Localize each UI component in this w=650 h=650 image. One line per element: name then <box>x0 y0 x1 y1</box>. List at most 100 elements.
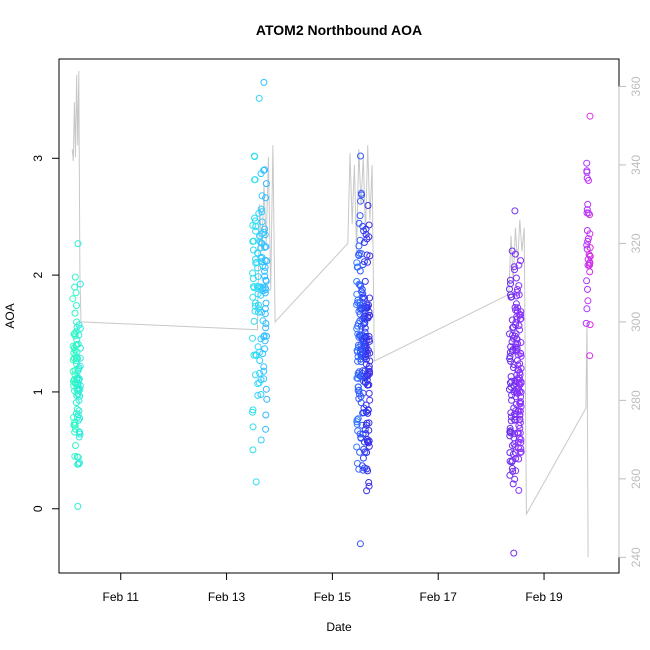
data-point-2-210 <box>353 278 361 285</box>
data-point-1-80 <box>251 307 259 315</box>
data-point-2-107 <box>356 212 364 220</box>
data-point-3-161 <box>515 376 523 384</box>
data-point-2-22 <box>361 277 369 285</box>
x-tick-label-1: Feb 13 <box>208 590 246 604</box>
data-point-1-42 <box>249 221 257 229</box>
data-point-3-73 <box>506 457 514 465</box>
data-point-4-3 <box>584 297 592 305</box>
y2-tick-label-0: 240 <box>629 547 643 567</box>
axes-layer: Feb 11 Feb 13 Feb 15 Feb 17 Feb 19 0 1 2 3 240 260… <box>31 76 643 604</box>
data-point-3-141 <box>507 413 515 421</box>
data-point-2-31 <box>364 409 372 417</box>
data-point-2-156 <box>364 202 372 209</box>
data-point-2-171 <box>364 381 372 389</box>
y-tick-label-0: 0 <box>31 505 45 512</box>
data-point-4-11 <box>584 200 592 208</box>
y-axis-label: AOA <box>3 303 17 328</box>
data-point-4-32 <box>586 321 594 329</box>
data-point-2-197 <box>361 374 369 382</box>
data-point-3-128 <box>511 413 519 421</box>
x-tick-label-0: Feb 11 <box>102 590 139 604</box>
data-point-1-107 <box>257 391 265 398</box>
data-point-2-216 <box>366 349 374 357</box>
data-point-2-2 <box>359 454 367 462</box>
data-point-1-108 <box>254 380 262 388</box>
data-point-1-1 <box>260 78 268 86</box>
data-point-4-27 <box>586 260 594 267</box>
data-point-4-16 <box>584 285 591 293</box>
data-point-4-30 <box>583 277 591 285</box>
data-point-2-195 <box>366 312 373 320</box>
data-point-3-152 <box>506 449 514 457</box>
data-point-1-86 <box>260 367 268 375</box>
data-point-1-59 <box>258 192 266 200</box>
data-point-0-57 <box>70 349 78 357</box>
data-point-1-53 <box>249 423 257 431</box>
data-point-2-168 <box>361 426 369 434</box>
data-point-3-34 <box>515 322 523 330</box>
data-point-3-17 <box>506 424 514 432</box>
data-point-4-18 <box>583 168 591 176</box>
data-point-0-75 <box>74 453 82 461</box>
data-point-2-1 <box>357 152 364 160</box>
data-point-0-88 <box>76 362 84 370</box>
data-point-1-99 <box>251 302 259 310</box>
data-point-2-175 <box>357 372 365 380</box>
data-point-1-43 <box>262 194 270 202</box>
data-point-1-94 <box>254 391 262 399</box>
data-point-0-84 <box>75 416 83 424</box>
data-point-3-80 <box>511 250 519 258</box>
data-point-4-24 <box>586 244 594 252</box>
data-point-3-138 <box>510 430 518 438</box>
data-point-1-16 <box>263 395 271 403</box>
data-point-4-29 <box>584 235 592 243</box>
data-point-3-72 <box>513 315 521 323</box>
data-point-3-167 <box>507 357 515 365</box>
secondary-series-line <box>71 70 589 558</box>
y-tick-label-3: 3 <box>31 155 45 162</box>
data-point-3-146 <box>516 360 524 368</box>
data-point-2-101 <box>355 242 363 250</box>
data-point-1-113 <box>250 284 258 292</box>
data-point-2-136 <box>355 465 363 473</box>
data-point-3-154 <box>507 383 515 391</box>
data-point-3-15 <box>515 282 523 290</box>
data-point-3-160 <box>517 352 525 360</box>
data-point-3-30 <box>515 486 523 494</box>
data-point-2-199 <box>355 386 363 394</box>
data-point-0-89 <box>72 399 80 407</box>
data-point-1-72 <box>251 371 259 379</box>
data-point-1-109 <box>262 276 270 284</box>
data-point-1-102 <box>256 238 264 246</box>
data-point-3-164 <box>509 480 517 488</box>
data-point-1-63 <box>261 345 269 353</box>
x-tick-label-3: Feb 17 <box>420 590 458 604</box>
data-point-0-9 <box>75 433 83 441</box>
data-point-1-87 <box>257 239 265 247</box>
data-point-2-201 <box>360 409 368 417</box>
y2-tick-label-5: 340 <box>629 155 643 175</box>
data-point-1-26 <box>258 308 266 316</box>
data-point-3-115 <box>508 293 516 301</box>
data-point-2-132 <box>353 416 361 424</box>
data-point-0-62 <box>69 356 77 364</box>
data-point-3-117 <box>508 347 516 355</box>
data-point-2-43 <box>355 251 362 259</box>
data-point-1-60 <box>249 446 257 454</box>
data-point-1-90 <box>257 291 265 299</box>
data-point-2-170 <box>361 448 369 456</box>
y-tick-label-2: 2 <box>31 271 45 278</box>
data-point-0-23 <box>71 273 79 281</box>
data-point-3-147 <box>512 393 520 401</box>
data-point-1-77 <box>262 411 270 419</box>
data-point-3-102 <box>508 391 516 399</box>
data-point-0-58 <box>69 342 77 350</box>
data-point-3-53 <box>515 261 523 269</box>
data-point-3-129 <box>515 407 523 415</box>
data-point-2-218 <box>365 479 373 486</box>
data-point-1-85 <box>262 180 270 188</box>
data-point-2-214 <box>358 250 366 258</box>
data-point-1-54 <box>261 337 269 345</box>
data-point-0-86 <box>72 341 80 349</box>
data-point-3-116 <box>515 311 523 319</box>
